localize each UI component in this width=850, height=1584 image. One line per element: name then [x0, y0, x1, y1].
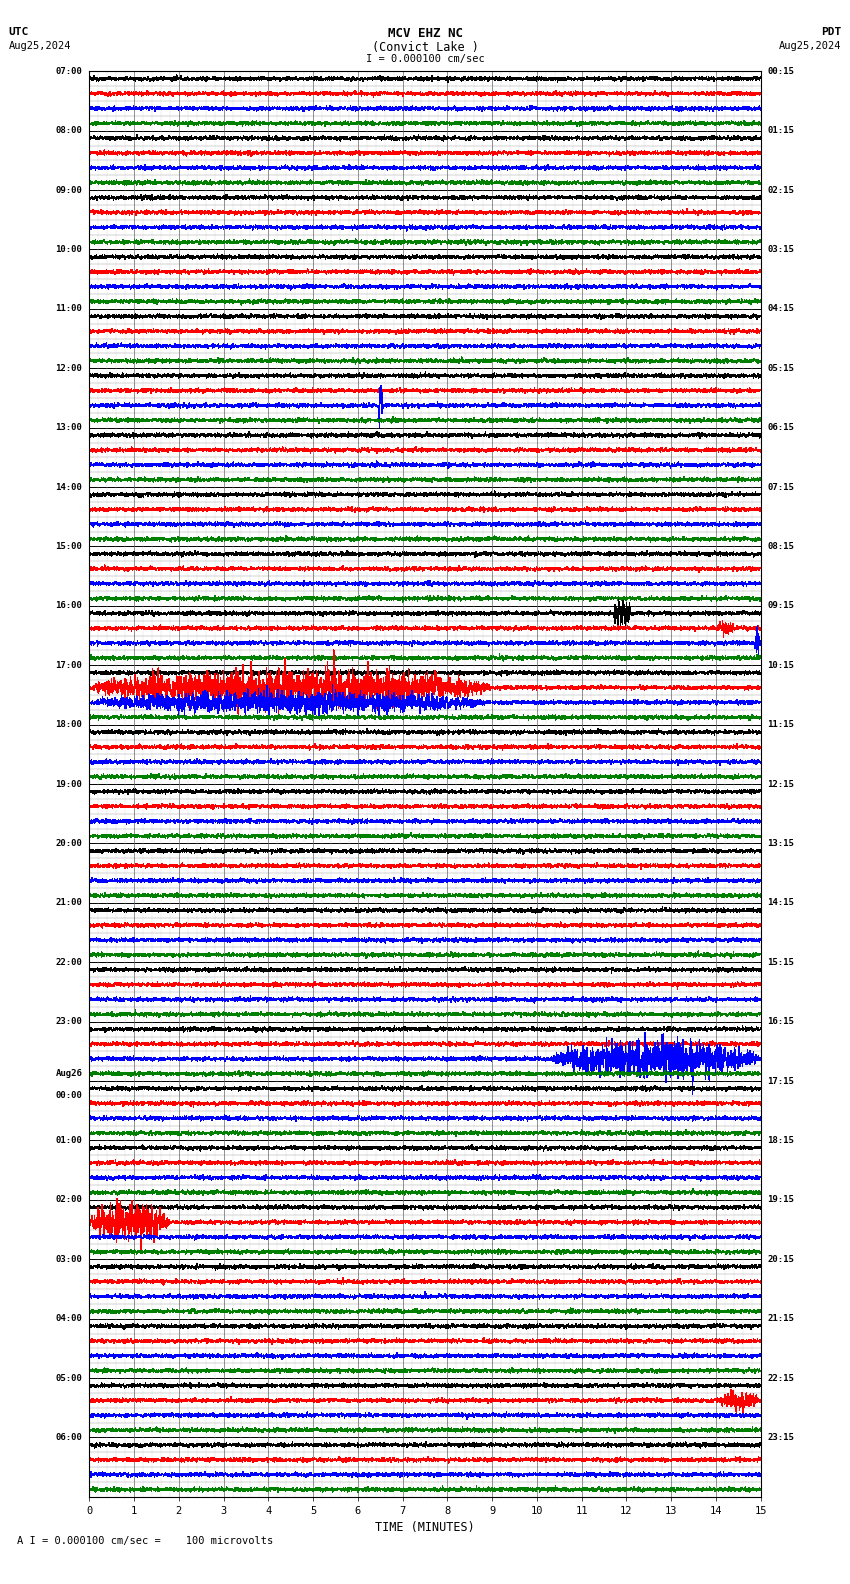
- Text: 04:15: 04:15: [768, 304, 795, 314]
- Text: A I = 0.000100 cm/sec =    100 microvolts: A I = 0.000100 cm/sec = 100 microvolts: [17, 1536, 273, 1546]
- Text: 05:00: 05:00: [55, 1373, 82, 1383]
- Text: UTC: UTC: [8, 27, 29, 36]
- Text: 15:00: 15:00: [55, 542, 82, 551]
- Text: (Convict Lake ): (Convict Lake ): [371, 41, 479, 54]
- Text: PDT: PDT: [821, 27, 842, 36]
- Text: 16:15: 16:15: [768, 1017, 795, 1026]
- Text: 13:00: 13:00: [55, 423, 82, 432]
- Text: 19:15: 19:15: [768, 1196, 795, 1204]
- Text: 18:00: 18:00: [55, 721, 82, 729]
- Text: 02:15: 02:15: [768, 185, 795, 195]
- Text: 20:15: 20:15: [768, 1255, 795, 1264]
- Text: 12:15: 12:15: [768, 779, 795, 789]
- Text: 22:00: 22:00: [55, 958, 82, 966]
- Text: 03:15: 03:15: [768, 246, 795, 253]
- Text: 14:15: 14:15: [768, 898, 795, 908]
- Text: 00:15: 00:15: [768, 67, 795, 76]
- Text: 10:15: 10:15: [768, 661, 795, 670]
- Text: 21:00: 21:00: [55, 898, 82, 908]
- Text: 04:00: 04:00: [55, 1315, 82, 1323]
- X-axis label: TIME (MINUTES): TIME (MINUTES): [375, 1522, 475, 1535]
- Text: 17:15: 17:15: [768, 1077, 795, 1085]
- Text: MCV EHZ NC: MCV EHZ NC: [388, 27, 462, 40]
- Text: 11:15: 11:15: [768, 721, 795, 729]
- Text: 10:00: 10:00: [55, 246, 82, 253]
- Text: 01:15: 01:15: [768, 127, 795, 135]
- Text: 11:00: 11:00: [55, 304, 82, 314]
- Text: 09:00: 09:00: [55, 185, 82, 195]
- Text: 13:15: 13:15: [768, 840, 795, 847]
- Text: 09:15: 09:15: [768, 602, 795, 610]
- Text: 03:00: 03:00: [55, 1255, 82, 1264]
- Text: 16:00: 16:00: [55, 602, 82, 610]
- Text: 07:00: 07:00: [55, 67, 82, 76]
- Text: 07:15: 07:15: [768, 483, 795, 491]
- Text: 06:15: 06:15: [768, 423, 795, 432]
- Text: 18:15: 18:15: [768, 1136, 795, 1145]
- Text: 06:00: 06:00: [55, 1434, 82, 1441]
- Text: Aug25,2024: Aug25,2024: [8, 41, 71, 51]
- Text: 08:15: 08:15: [768, 542, 795, 551]
- Text: 15:15: 15:15: [768, 958, 795, 966]
- Text: 20:00: 20:00: [55, 840, 82, 847]
- Text: 23:00: 23:00: [55, 1017, 82, 1026]
- Text: 21:15: 21:15: [768, 1315, 795, 1323]
- Text: 05:15: 05:15: [768, 364, 795, 372]
- Text: 17:00: 17:00: [55, 661, 82, 670]
- Text: 01:00: 01:00: [55, 1136, 82, 1145]
- Text: 12:00: 12:00: [55, 364, 82, 372]
- Text: Aug26: Aug26: [55, 1069, 82, 1077]
- Text: 00:00: 00:00: [55, 1091, 82, 1101]
- Text: 14:00: 14:00: [55, 483, 82, 491]
- Text: 08:00: 08:00: [55, 127, 82, 135]
- Text: 19:00: 19:00: [55, 779, 82, 789]
- Text: Aug25,2024: Aug25,2024: [779, 41, 842, 51]
- Text: I = 0.000100 cm/sec: I = 0.000100 cm/sec: [366, 54, 484, 63]
- Text: 02:00: 02:00: [55, 1196, 82, 1204]
- Text: 22:15: 22:15: [768, 1373, 795, 1383]
- Text: 23:15: 23:15: [768, 1434, 795, 1441]
